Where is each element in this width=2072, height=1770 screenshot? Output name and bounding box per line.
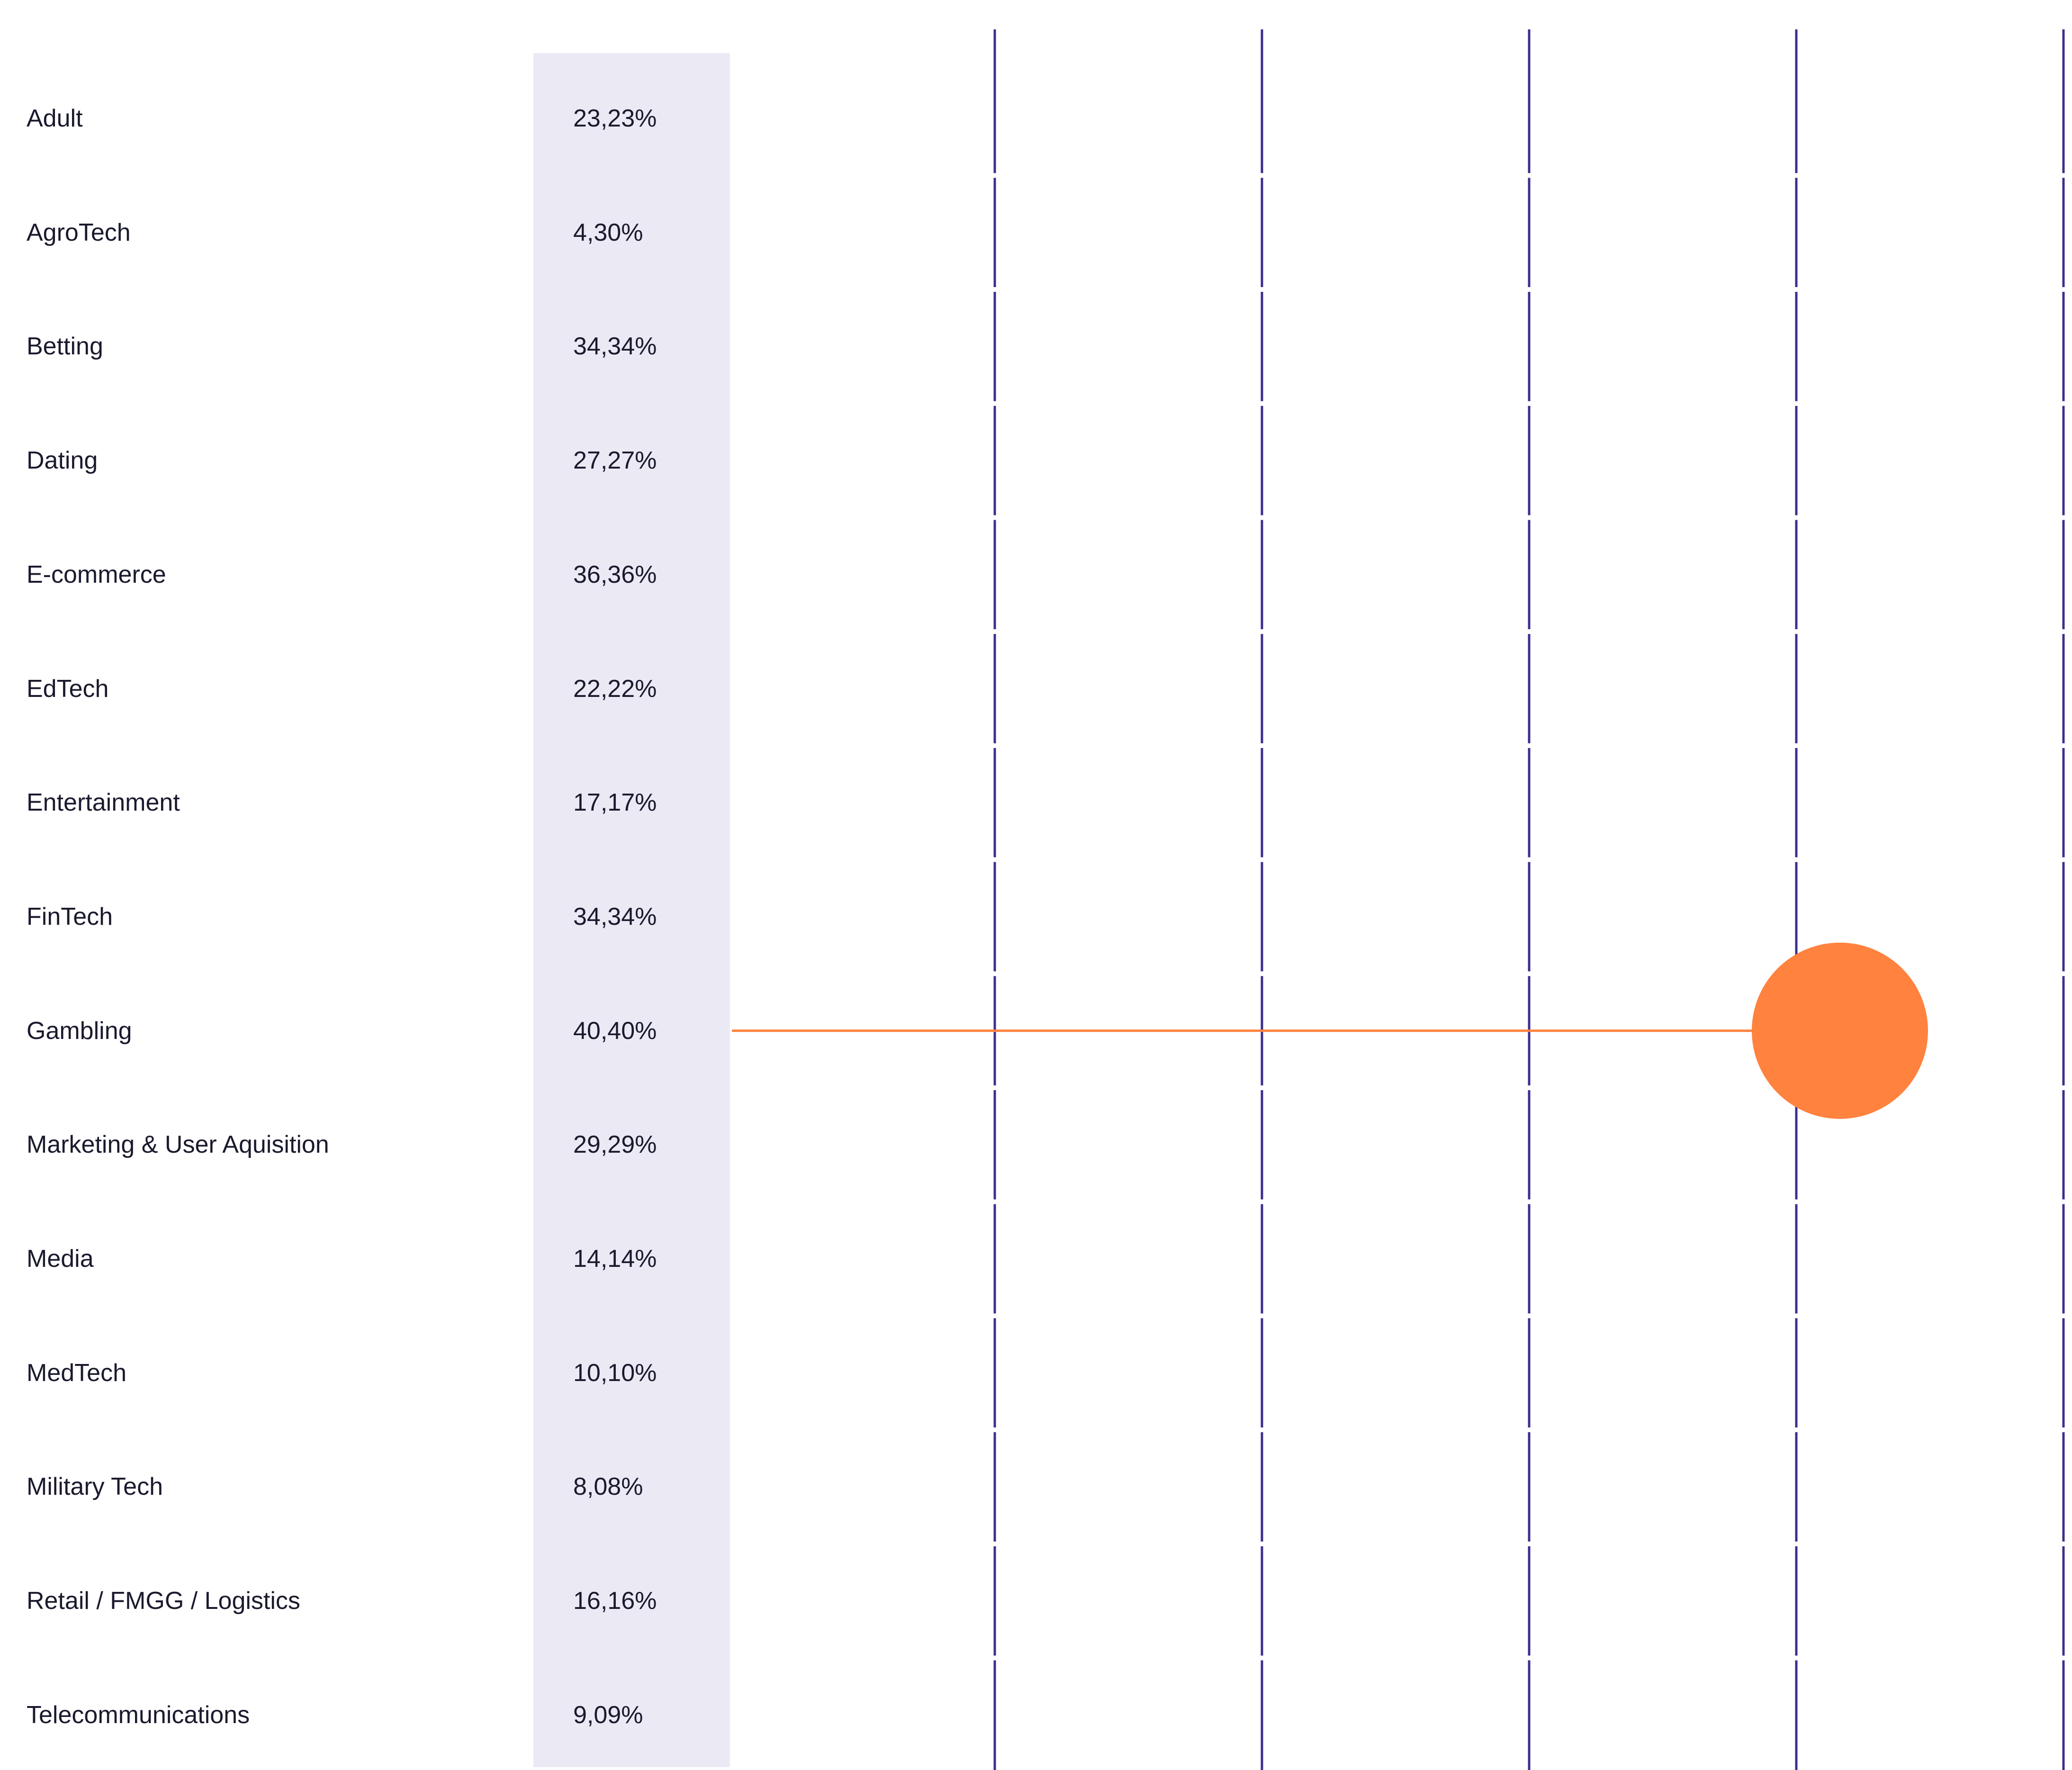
category-label: Betting: [27, 333, 103, 361]
value-label: 34,34%: [573, 903, 657, 930]
category-label: AgroTech: [27, 218, 131, 246]
category-label: Entertainment: [27, 789, 180, 817]
category-label: FinTech: [27, 903, 113, 930]
value-label: 40,40%: [573, 1017, 657, 1045]
category-label: Telecommunications: [27, 1701, 250, 1729]
category-label: Marketing & User Aquisition: [27, 1131, 329, 1159]
value-label: 10,10%: [573, 1359, 657, 1387]
value-label: 34,34%: [573, 333, 657, 361]
category-label: Media: [27, 1245, 94, 1273]
value-label: 22,22%: [573, 675, 657, 703]
category-label: Dating: [27, 447, 98, 475]
value-label: 9,09%: [573, 1701, 643, 1729]
highlight-point: [1752, 942, 1928, 1119]
value-label: 27,27%: [573, 447, 657, 475]
value-label: 23,23%: [573, 105, 657, 132]
category-label: Retail / FMGG / Logistics: [27, 1587, 300, 1615]
value-label: 36,36%: [573, 560, 657, 588]
category-label: EdTech: [27, 675, 109, 703]
value-label: 29,29%: [573, 1131, 657, 1159]
value-label: 16,16%: [573, 1587, 657, 1615]
category-label: E-commerce: [27, 560, 166, 588]
value-label: 8,08%: [573, 1473, 643, 1501]
category-label: Military Tech: [27, 1473, 163, 1501]
category-label: Gambling: [27, 1017, 132, 1045]
category-label: MedTech: [27, 1359, 126, 1387]
value-column-band: [533, 53, 730, 1767]
value-label: 4,30%: [573, 218, 643, 246]
value-label: 14,14%: [573, 1245, 657, 1273]
category-label: Adult: [27, 105, 83, 132]
value-label: 17,17%: [573, 789, 657, 817]
